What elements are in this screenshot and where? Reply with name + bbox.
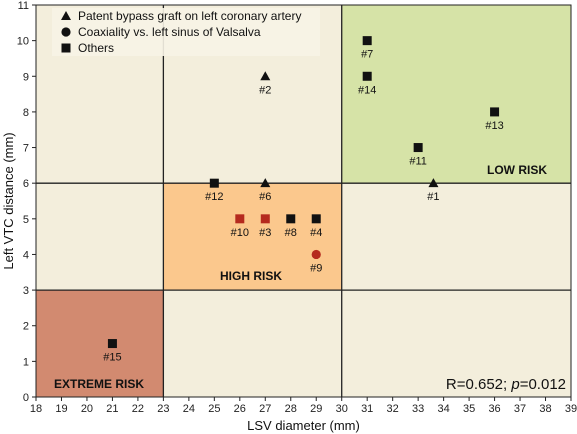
annotation-prefix: R=0.652; (446, 376, 511, 393)
point-label-7: #7 (361, 49, 373, 61)
legend-entry-label: Others (78, 41, 114, 55)
zone-labels: EXTREME RISK HIGH RISK LOW RISK (54, 163, 547, 391)
y-tick-label: 4 (23, 249, 29, 261)
x-tick-label: 36 (488, 403, 500, 415)
y-axis-label: Left VTC distance (mm) (1, 132, 16, 269)
y-tick-label: 6 (23, 178, 29, 190)
x-tick-label: 28 (285, 403, 297, 415)
point-label-13: #13 (485, 120, 503, 132)
y-tick-label: 9 (23, 71, 29, 83)
x-tick-label: 22 (132, 403, 144, 415)
plot-frame (35, 4, 572, 398)
point-label-14: #14 (358, 84, 376, 96)
x-tick-label: 31 (361, 403, 373, 415)
annotation-suffix: =0.012 (520, 376, 566, 393)
point-label-1: #1 (427, 191, 439, 203)
point-label-4: #4 (310, 227, 322, 239)
x-tick-label: 18 (30, 403, 42, 415)
legend-marker-circle (61, 27, 71, 37)
y-tick-label: 8 (23, 107, 29, 119)
data-point-2 (260, 71, 271, 81)
x-tick-label: 25 (208, 403, 220, 415)
data-point-13 (490, 107, 500, 117)
x-tick-label: 33 (412, 403, 424, 415)
y-tick-label: 7 (23, 143, 29, 155)
legend-entry-label: Patent bypass graft on left coronary art… (78, 9, 301, 23)
legend-entry-label: Coaxiality vs. left sinus of Valsalva (78, 25, 261, 39)
y-tick-label: 5 (23, 214, 29, 226)
data-point-4 (311, 214, 321, 224)
point-label-8: #8 (285, 227, 297, 239)
x-tick-label: 32 (387, 403, 399, 415)
y-tick-label: 1 (23, 356, 29, 368)
zone-high-risk (163, 183, 342, 291)
data-points (107, 36, 500, 349)
correlation-annotation: R=0.652; p=0.012 (446, 376, 566, 393)
point-labels: #1 #2 #3 #4 #6 #7 #8 #9 #10 #11 #12 #13 #14 #15 (103, 49, 504, 364)
data-point-9 (311, 249, 321, 260)
data-point-10 (235, 214, 245, 224)
legend-marker-square (61, 43, 71, 53)
x-tick-label: 35 (463, 403, 475, 415)
legend-marker-triangle (61, 11, 71, 20)
zone-low-risk (341, 5, 571, 184)
legend: Patent bypass graft on left coronary art… (52, 8, 320, 56)
data-point-3 (260, 214, 270, 224)
x-tick-label: 38 (539, 403, 551, 415)
y-tick-label: 0 (23, 392, 29, 404)
point-label-12: #12 (205, 191, 223, 203)
data-point-14 (362, 71, 372, 81)
legend-box (52, 8, 320, 56)
x-tick-label: 26 (234, 403, 246, 415)
risk-zones (36, 5, 571, 397)
zone-label: EXTREME RISK (54, 377, 144, 391)
data-point-11 (413, 143, 423, 153)
x-tick-label: 37 (514, 403, 526, 415)
x-tick-label: 19 (55, 403, 67, 415)
zone-extreme-risk (36, 290, 164, 397)
x-tick-label: 24 (183, 403, 195, 415)
x-tick-label: 21 (106, 403, 118, 415)
point-label-6: #6 (259, 191, 271, 203)
zone-label: LOW RISK (487, 163, 547, 177)
y-tick-label: 10 (17, 36, 29, 48)
x-tick-label: 39 (565, 403, 577, 415)
zone-label: HIGH RISK (220, 269, 282, 283)
point-label-11: #11 (409, 156, 427, 168)
data-point-6 (260, 178, 271, 188)
data-point-8 (286, 214, 296, 224)
zone-divider-lines (36, 5, 571, 397)
x-axis-label: LSV diameter (mm) (247, 418, 360, 433)
y-tick-label: 11 (18, 0, 29, 12)
y-tick-label: 3 (23, 285, 29, 297)
point-label-10: #10 (231, 227, 249, 239)
point-label-3: #3 (259, 227, 271, 239)
x-tick-label: 20 (81, 403, 93, 415)
x-tick-label: 30 (336, 403, 348, 415)
x-tick-label: 34 (437, 403, 449, 415)
data-point-12 (209, 178, 219, 188)
x-tick-label: 27 (259, 403, 271, 415)
y-tick-label: 2 (23, 321, 29, 333)
data-point-15 (107, 339, 117, 349)
point-label-15: #15 (103, 352, 121, 364)
data-point-1 (428, 178, 439, 188)
data-point-7 (362, 36, 372, 46)
x-tick-label: 23 (157, 403, 169, 415)
point-label-9: #9 (310, 262, 322, 274)
x-tick-label: 29 (310, 403, 322, 415)
annotation-p-symbol: p (510, 376, 519, 393)
axes: 18 19 20 21 22 23 24 25 26 27 28 29 30 31 32 33 34 35 36 37… (17, 0, 577, 415)
point-label-2: #2 (259, 84, 271, 96)
